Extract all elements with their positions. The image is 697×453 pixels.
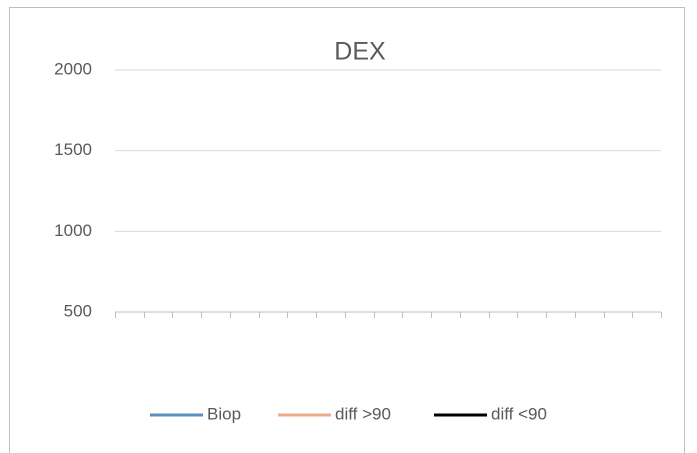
y-tick-label: 500 bbox=[64, 301, 92, 320]
y-tick-label: 2000 bbox=[54, 59, 92, 78]
legend-label: diff >90 bbox=[335, 404, 391, 423]
legend-label: diff <90 bbox=[491, 404, 547, 423]
legend-label: Biop bbox=[207, 404, 241, 423]
chart-title: DEX bbox=[334, 38, 386, 66]
chart-border bbox=[9, 7, 685, 453]
y-tick-label: 1500 bbox=[54, 140, 92, 159]
y-tick-label: 1000 bbox=[54, 221, 92, 240]
